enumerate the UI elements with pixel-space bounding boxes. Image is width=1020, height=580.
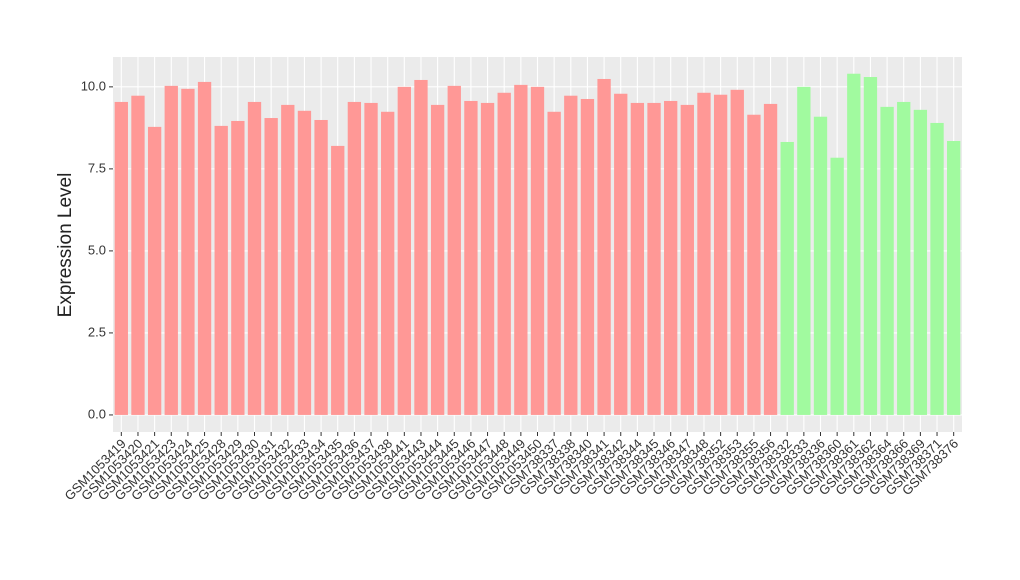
bar [364,102,378,415]
bar [697,92,711,415]
bar [913,109,928,415]
bar [181,88,195,415]
bar [847,73,861,415]
y-tick-label: 7.5 [88,160,106,175]
bar [713,94,728,415]
bar [480,102,495,415]
bar [813,116,828,415]
bar [863,77,878,415]
bar [347,101,362,415]
bar [614,93,628,415]
bar [947,140,961,415]
bar [214,125,228,415]
bar [763,103,778,415]
bar [147,126,162,415]
bar [281,104,295,415]
y-tick-label: 2.5 [88,324,106,339]
bar [397,86,411,415]
bar [497,92,511,415]
y-axis-title: Expression Level [55,173,76,318]
bar [880,106,894,415]
bar [131,95,145,415]
bar [430,104,445,415]
bar [331,145,345,415]
bar [597,78,611,415]
bar [730,89,744,415]
y-tick-label: 5.0 [88,242,106,257]
bar [797,86,811,415]
bar [564,95,578,415]
bar [930,122,944,415]
bar [297,110,312,415]
bar [647,102,661,415]
bar [197,81,212,415]
y-tick-label: 10.0 [81,78,106,93]
bar [680,104,694,415]
bar [114,101,128,415]
bar [231,120,245,415]
bar [830,157,844,415]
bar [530,86,545,415]
bar [247,101,262,415]
bar [664,100,678,415]
bar [514,84,528,415]
bar [780,141,794,415]
bar [264,118,278,415]
bar [630,102,645,415]
bar [464,100,478,415]
bar [414,79,428,415]
bar [164,85,178,415]
bar [381,111,395,415]
bar [897,101,911,415]
bar [447,85,461,415]
bar [580,98,595,415]
bar [547,111,561,415]
bar [314,119,328,415]
y-tick-label: 0.0 [88,406,106,421]
bar [747,114,761,415]
